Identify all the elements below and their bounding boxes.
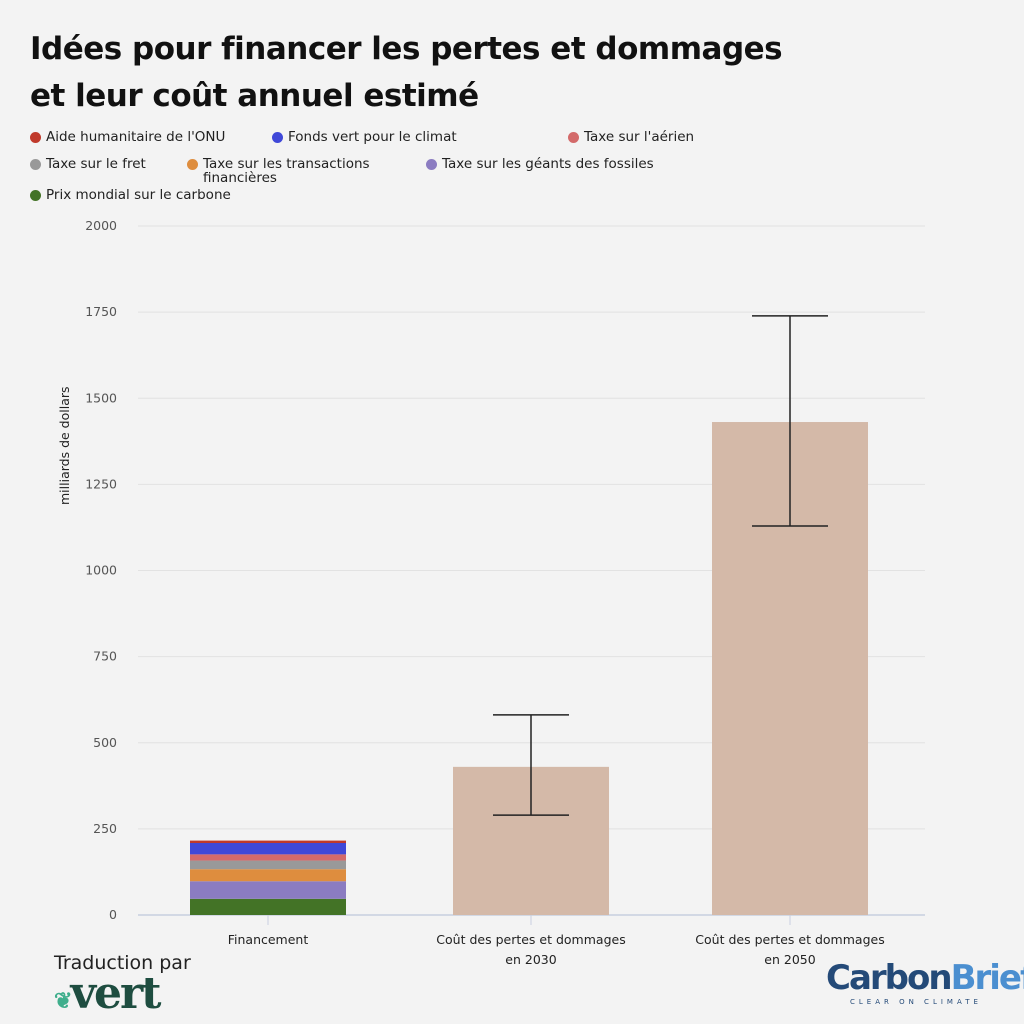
legend-label: Taxe sur les transactions financières xyxy=(203,156,370,186)
legend-swatch xyxy=(30,159,41,170)
legend-label: Taxe sur les géants des fossiles xyxy=(442,156,654,172)
y-tick-label: 250 xyxy=(93,821,117,836)
x-tick-label-line: Coût des pertes et dommages xyxy=(436,932,625,947)
cb-logo-part1: Carbon xyxy=(826,958,953,998)
stacked-segment xyxy=(190,881,346,899)
x-tick-label: Coût des pertes et dommages en 2050 xyxy=(695,932,884,967)
y-tick-label: 1000 xyxy=(85,563,117,578)
y-tick-label: 0 xyxy=(109,907,117,922)
legend-swatch xyxy=(272,132,283,143)
legend-label: Taxe sur l'aérien xyxy=(584,129,695,145)
legend-swatch xyxy=(187,159,198,170)
y-tick-label: 500 xyxy=(93,735,117,750)
legend-item: Taxe sur les géants des fossiles xyxy=(426,157,654,171)
legend-item: Aide humanitaire de l'ONU xyxy=(30,130,225,144)
legend-item: Taxe sur l'aérien xyxy=(568,130,694,144)
y-tick-label: 1750 xyxy=(85,304,117,319)
carbonbrief-logo: CarbonBrief xyxy=(826,958,1024,998)
legend-swatch xyxy=(426,159,437,170)
legend-item: Taxe sur les transactions financières xyxy=(187,157,387,185)
x-tick-label-line: Coût des pertes et dommages xyxy=(695,932,884,947)
stacked-segment xyxy=(190,854,346,861)
legend-label: Aide humanitaire de l'ONU xyxy=(46,129,226,145)
y-tick-label: 2000 xyxy=(85,218,117,233)
x-tick-label-line: Financement xyxy=(228,932,309,947)
title-line-1: Idées pour financer les pertes et dommag… xyxy=(30,31,783,67)
carbonbrief-tagline: CLEAR ON CLIMATE xyxy=(850,998,982,1006)
stacked-segment xyxy=(190,840,346,843)
x-tick-label-line: en 2050 xyxy=(764,952,815,967)
legend-swatch xyxy=(30,132,41,143)
vert-logo: ❦vert xyxy=(54,968,162,1019)
legend-label: Fonds vert pour le climat xyxy=(288,129,457,145)
x-tick-label: Coût des pertes et dommages en 2030 xyxy=(436,932,625,967)
stacked-segment xyxy=(190,860,346,870)
y-tick-label: 750 xyxy=(93,649,117,664)
legend-item: Fonds vert pour le climat xyxy=(272,130,457,144)
translation-credit: Traduction par xyxy=(54,952,191,974)
stacked-segment xyxy=(190,898,346,915)
legend-label: Prix mondial sur le carbone xyxy=(46,187,231,203)
legend-swatch xyxy=(568,132,579,143)
chart-title: Idées pour financer les pertes et dommag… xyxy=(30,26,783,120)
legend-item: Prix mondial sur le carbone xyxy=(30,188,231,202)
stacked-segment xyxy=(190,842,346,855)
y-tick-label: 1500 xyxy=(85,390,117,405)
cb-logo-part2: Brief xyxy=(950,958,1024,998)
x-tick-label: Financement xyxy=(228,932,309,947)
stacked-segment xyxy=(190,869,346,882)
vert-logo-text: vert xyxy=(70,968,161,1019)
legend-label: Taxe sur le fret xyxy=(46,156,146,172)
title-line-2: et leur coût annuel estimé xyxy=(30,78,479,114)
legend-item: Taxe sur le fret xyxy=(30,157,146,171)
y-tick-label: 1250 xyxy=(85,476,117,491)
legend-swatch xyxy=(30,190,41,201)
x-tick-label-line: en 2030 xyxy=(505,952,556,967)
